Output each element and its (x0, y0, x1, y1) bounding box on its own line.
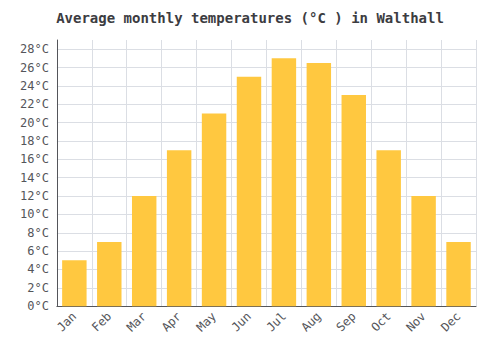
svg-text:May: May (194, 309, 219, 334)
svg-text:Jan: Jan (54, 309, 79, 334)
svg-text:Sep: Sep (333, 309, 358, 334)
svg-text:10°C: 10°C (20, 207, 49, 221)
svg-text:Jun: Jun (229, 309, 254, 334)
svg-text:12°C: 12°C (20, 189, 49, 203)
svg-text:20°C: 20°C (20, 116, 49, 130)
svg-text:22°C: 22°C (20, 97, 49, 111)
svg-text:Jul: Jul (264, 309, 289, 334)
svg-text:Feb: Feb (89, 309, 114, 334)
svg-text:Apr: Apr (159, 309, 184, 334)
svg-text:Average monthly temperatures (: Average monthly temperatures (°C ) in Wa… (56, 10, 444, 26)
svg-text:6°C: 6°C (27, 244, 49, 258)
svg-text:14°C: 14°C (20, 171, 49, 185)
svg-text:Nov: Nov (403, 309, 428, 334)
svg-text:Dec: Dec (438, 309, 463, 334)
svg-text:8°C: 8°C (27, 226, 49, 240)
svg-text:24°C: 24°C (20, 79, 49, 93)
svg-text:26°C: 26°C (20, 61, 49, 75)
svg-text:16°C: 16°C (20, 152, 49, 166)
svg-text:2°C: 2°C (27, 281, 49, 295)
svg-text:28°C: 28°C (20, 42, 49, 56)
svg-text:Mar: Mar (124, 309, 149, 334)
svg-text:0°C: 0°C (27, 299, 49, 313)
svg-text:Aug: Aug (299, 309, 324, 334)
svg-text:18°C: 18°C (20, 134, 49, 148)
svg-text:Oct: Oct (368, 309, 393, 334)
svg-text:4°C: 4°C (27, 262, 49, 276)
